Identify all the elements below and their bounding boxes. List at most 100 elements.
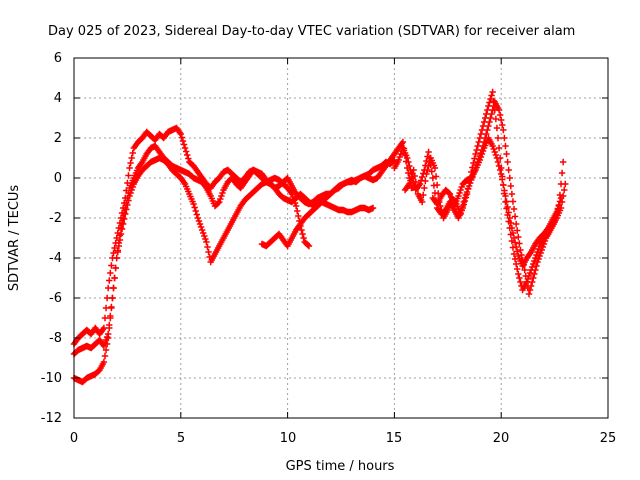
data-point xyxy=(408,173,415,181)
axis-ticks xyxy=(73,57,609,419)
data-point xyxy=(445,189,453,197)
data-point xyxy=(289,193,297,201)
data-point xyxy=(190,200,197,208)
data-point xyxy=(500,126,507,134)
data-point xyxy=(495,144,503,152)
data-point xyxy=(537,249,544,257)
data-point xyxy=(505,209,512,216)
data-point xyxy=(505,166,512,174)
data-point xyxy=(129,149,136,157)
data-point xyxy=(512,220,520,228)
data-point xyxy=(483,130,490,138)
data-point xyxy=(413,184,421,192)
data-point xyxy=(521,266,528,274)
data-point xyxy=(185,155,192,162)
data-point xyxy=(488,110,495,118)
data-point xyxy=(128,154,135,162)
data-point xyxy=(117,230,125,238)
data-point xyxy=(434,190,442,197)
data-point xyxy=(460,198,468,206)
data-point xyxy=(504,158,511,166)
data-point xyxy=(492,115,500,123)
data-point xyxy=(125,197,132,204)
data-point xyxy=(556,198,564,205)
data-point xyxy=(536,252,543,260)
data-point xyxy=(501,134,508,142)
data-point xyxy=(506,214,513,222)
data-point xyxy=(405,158,412,166)
data-point xyxy=(205,248,212,256)
data-point xyxy=(523,278,531,286)
data-point xyxy=(491,148,498,156)
data-point xyxy=(412,178,419,186)
data-point xyxy=(193,211,201,218)
x-tick-label: 0 xyxy=(70,431,78,446)
data-point xyxy=(490,145,497,153)
data-point xyxy=(511,213,519,220)
data-point xyxy=(104,284,112,292)
data-point xyxy=(535,245,542,253)
y-tick-label: 0 xyxy=(54,171,62,186)
data-point xyxy=(475,138,482,146)
data-point xyxy=(177,130,184,138)
data-point xyxy=(112,264,119,272)
data-point xyxy=(292,202,300,210)
data-point xyxy=(473,146,480,154)
y-tick-label: 4 xyxy=(54,91,62,106)
data-point xyxy=(416,180,424,188)
data-point xyxy=(178,134,186,141)
data-point xyxy=(485,102,492,110)
data-point xyxy=(518,251,525,259)
x-tick-label: 5 xyxy=(177,431,185,446)
y-tick-label: -2 xyxy=(49,211,62,226)
data-point xyxy=(424,166,431,174)
data-point xyxy=(486,118,493,126)
data-point xyxy=(479,147,487,155)
data-point xyxy=(406,162,413,170)
x-tick-label: 15 xyxy=(386,431,403,446)
data-point xyxy=(556,191,564,199)
y-tick-label: -6 xyxy=(49,291,62,306)
data-point xyxy=(126,192,133,200)
data-point xyxy=(498,116,505,124)
data-point xyxy=(456,189,463,197)
data-point xyxy=(431,164,439,172)
y-tick-label: -8 xyxy=(49,331,62,346)
data-point xyxy=(102,346,110,354)
data-point xyxy=(423,170,430,178)
data-point xyxy=(462,191,470,199)
data-point xyxy=(418,173,426,181)
data-point xyxy=(499,176,506,183)
data-point xyxy=(120,209,128,217)
data-point xyxy=(455,192,462,200)
data-point xyxy=(122,210,129,218)
data-point xyxy=(478,126,486,134)
data-points xyxy=(70,88,569,386)
data-point xyxy=(533,262,540,270)
data-point xyxy=(110,284,117,292)
data-point xyxy=(514,227,521,234)
data-point xyxy=(290,196,298,204)
data-point xyxy=(517,246,524,254)
data-point xyxy=(463,188,471,196)
data-point xyxy=(108,262,115,269)
data-point xyxy=(489,106,496,114)
data-point xyxy=(294,207,301,215)
data-point xyxy=(514,248,521,255)
data-point xyxy=(214,199,222,207)
data-point xyxy=(474,142,481,150)
y-tick-label: 6 xyxy=(54,51,62,66)
data-point xyxy=(103,333,111,341)
data-point xyxy=(508,190,516,198)
data-point xyxy=(304,241,312,249)
data-point xyxy=(480,118,488,126)
data-point xyxy=(493,154,501,162)
data-point xyxy=(410,166,417,174)
data-point xyxy=(488,92,495,99)
data-point xyxy=(516,240,523,247)
data-point xyxy=(194,214,202,222)
data-point xyxy=(510,250,518,258)
data-point xyxy=(111,274,118,282)
data-point xyxy=(516,274,523,282)
y-tick-label: -10 xyxy=(41,371,62,386)
